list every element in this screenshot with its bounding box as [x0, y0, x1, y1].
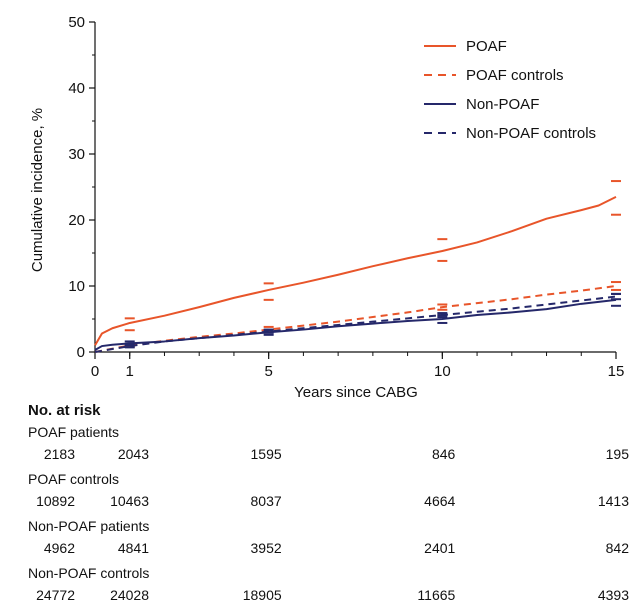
legend: POAF POAF controls Non-POAF Non-POAF contro… — [424, 38, 596, 142]
x-tick-label: 10 — [434, 363, 451, 380]
risk-value: 3952 — [250, 540, 282, 556]
y-tick-label: 30 — [68, 146, 85, 163]
x-tick-label: 1 — [126, 363, 134, 380]
y-tick-label: 20 — [68, 212, 85, 229]
x-axis-label: Years since CABG — [294, 384, 418, 400]
x-tick-label: 0 — [91, 363, 99, 380]
risk-value: 4962 — [43, 540, 75, 556]
risk-value: 18905 — [242, 587, 282, 603]
legend-label: Non-POAF — [466, 96, 539, 113]
risk-value: 195 — [605, 446, 629, 462]
series-layer — [94, 180, 621, 353]
risk-table-header: No. at risk — [28, 402, 101, 419]
y-axis-label: Cumulative incidence, % — [29, 108, 46, 272]
x-tick-label: 15 — [608, 363, 625, 380]
series-line-0 — [94, 196, 617, 346]
risk-value: 1413 — [597, 493, 629, 509]
x-tick-label: 5 — [264, 363, 272, 380]
risk-value: 2043 — [117, 446, 149, 462]
risk-group-label: Non-POAF controls — [28, 565, 150, 581]
y-tick-label: 10 — [68, 278, 85, 295]
risk-value: 24028 — [110, 587, 149, 603]
risk-value: 10892 — [36, 493, 75, 509]
risk-value: 2183 — [43, 446, 75, 462]
risk-value: 2401 — [424, 540, 456, 556]
risk-value: 846 — [431, 446, 456, 462]
risk-value: 4664 — [424, 493, 456, 509]
series-line-1 — [94, 285, 617, 353]
risk-value: 24772 — [36, 587, 75, 603]
risk-value: 842 — [605, 540, 629, 556]
risk-value: 8037 — [250, 493, 282, 509]
y-tick-label: 50 — [68, 14, 85, 31]
risk-value: 4841 — [117, 540, 149, 556]
y-tick-label: 40 — [68, 80, 85, 97]
y-tick-label: 0 — [77, 344, 85, 361]
risk-value: 1595 — [250, 446, 282, 462]
risk-value: 11665 — [417, 587, 456, 603]
legend-label: POAF controls — [466, 67, 564, 84]
risk-group-label: Non-POAF patients — [28, 518, 150, 534]
legend-label: POAF — [466, 38, 507, 55]
legend-label: Non-POAF controls — [466, 125, 596, 142]
risk-value: 4393 — [597, 587, 629, 603]
series-line-3 — [94, 295, 617, 353]
risk-value: 10463 — [110, 493, 149, 509]
risk-group-label: POAF controls — [28, 471, 120, 487]
risk-group-label: POAF patients — [28, 424, 120, 440]
series-line-2 — [94, 298, 617, 351]
